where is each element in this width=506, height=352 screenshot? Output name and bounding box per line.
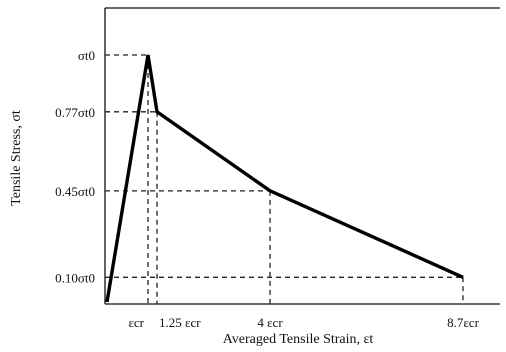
stress-strain-curve [105,54,464,303]
y-tick-label-2: 0.45σt0 [55,184,95,199]
y-tick-label-1: 0.77σt0 [55,105,95,120]
y-axis-title: Tensile Stress, σt [9,110,24,206]
x-tick-label-1: 1.25 εcr [159,315,201,330]
guide-lines [105,54,464,304]
y-tick-label-3: 0.10σt0 [55,270,95,285]
x-axis-title: Averaged Tensile Strain, εt [223,332,374,347]
y-tick-labels: σt0 0.77σt0 0.45σt0 0.10σt0 [55,48,95,285]
x-tick-label-3: 8.7εcr [447,315,479,330]
x-tick-label-0: εcr [128,315,144,330]
x-tick-labels: εcr 1.25 εcr 4 εcr 8.7εcr [128,315,479,330]
x-tick-label-2: 4 εcr [257,315,283,330]
y-tick-label-0: σt0 [78,48,95,63]
